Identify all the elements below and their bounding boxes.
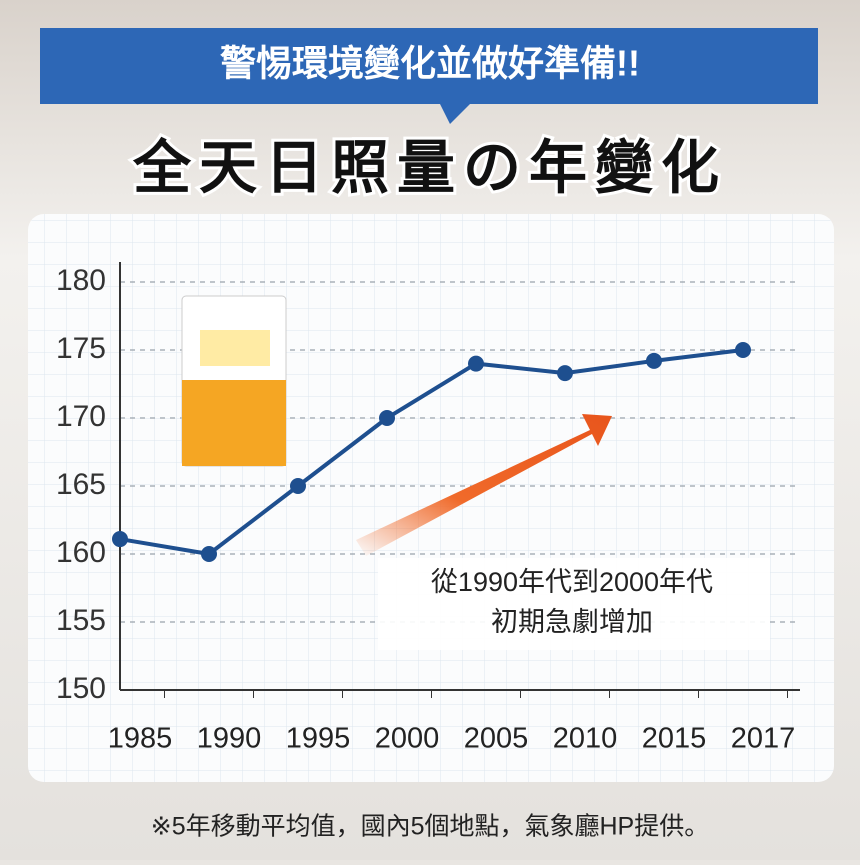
- annotation-box: [378, 558, 770, 650]
- y-tick-label: 180: [56, 264, 106, 297]
- banner: [40, 28, 818, 124]
- y-tick-label: 150: [56, 672, 106, 705]
- x-tick-label: 1995: [286, 723, 351, 755]
- x-tick-label: 1985: [108, 723, 173, 755]
- x-tick-label: 2010: [553, 723, 618, 755]
- point: [646, 352, 662, 369]
- point: [468, 355, 484, 372]
- y-tick-label: 165: [56, 468, 106, 501]
- trend-arrow: [356, 414, 612, 556]
- point: [201, 546, 217, 562]
- x-tick-label: 2017: [731, 723, 796, 755]
- point: [112, 531, 128, 548]
- y-tick-label: 160: [56, 536, 106, 569]
- chart-title: 全天日照量の年變化: [132, 135, 727, 200]
- point: [290, 478, 306, 494]
- annotation: 從1990年代到2000年代: [431, 567, 713, 597]
- x-tick-label: 2005: [464, 723, 529, 755]
- y-tick-label: 155: [56, 604, 106, 637]
- y-tick-label: 170: [56, 400, 106, 433]
- product-box: [181, 295, 287, 467]
- x-tick-label: 2000: [375, 723, 440, 755]
- banner-text: 警惕環境變化並做好準備!!: [220, 43, 640, 84]
- x-tick-label: 1990: [197, 723, 262, 755]
- footnote: ※5年移動平均值，國內5個地點，氣象廳HP提供。: [151, 813, 710, 841]
- point: [735, 342, 751, 358]
- point: [557, 365, 573, 382]
- annotation: 初期急劇增加: [491, 607, 653, 637]
- line: [119, 348, 744, 557]
- x-tick-label: 2015: [642, 723, 707, 755]
- y-tick-label: 175: [56, 332, 106, 365]
- point: [379, 410, 395, 426]
